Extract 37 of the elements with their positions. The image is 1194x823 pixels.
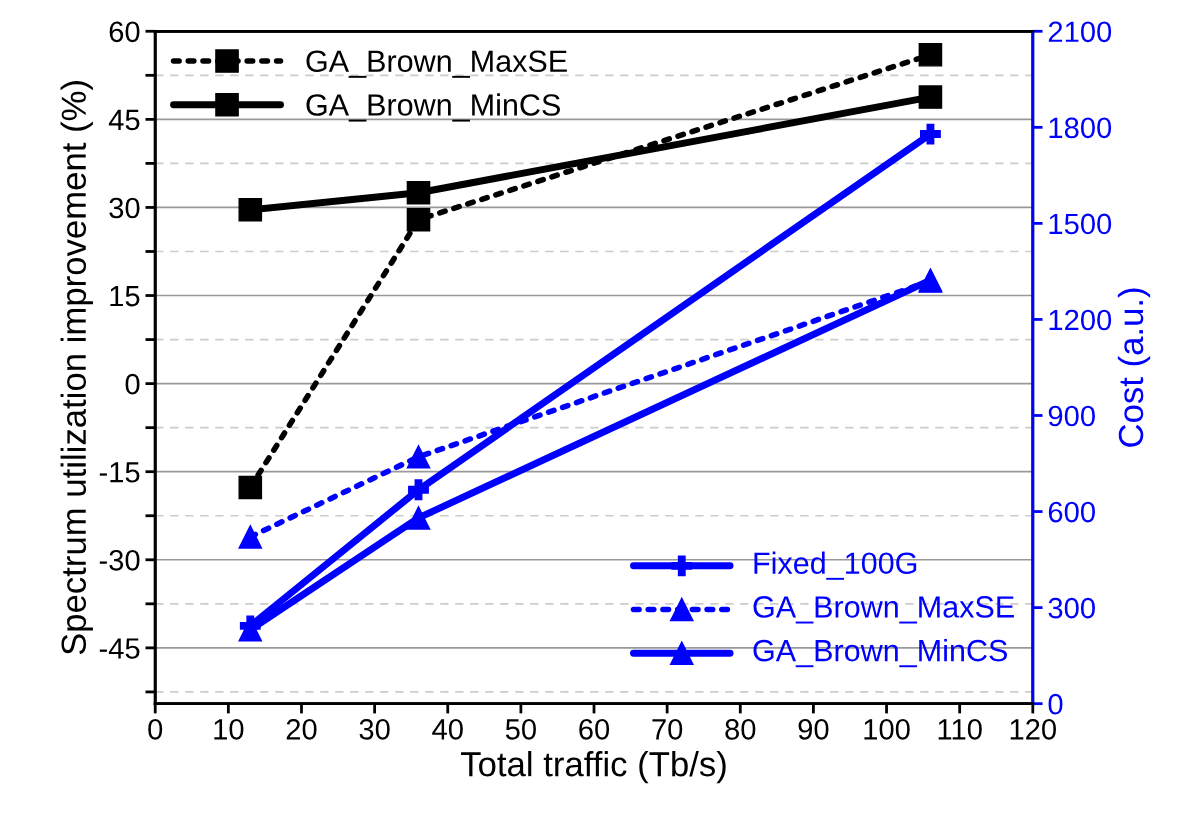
y-tick-label: 60	[109, 21, 140, 43]
y2-tick-label: 900	[1048, 405, 1095, 427]
y-axis-title: Spectrum utilization improvement (%)	[60, 81, 93, 655]
x-tick-label: 0	[148, 719, 163, 740]
y2-tick-label: 2100	[1048, 21, 1112, 43]
legend-label: GA_Brown_MinCS	[753, 638, 1007, 668]
legend-label: GA_Brown_MaxSE	[753, 596, 1014, 624]
y2-tick-label: 300	[1048, 597, 1095, 619]
y2-tick-label: 0	[1048, 693, 1063, 715]
y-tick-label: 30	[109, 197, 140, 219]
x-tick-label: 100	[864, 719, 910, 740]
legend-label: GA_Brown_MinCS	[306, 93, 560, 122]
legend-label: GA_Brown_MaxSE	[306, 50, 567, 78]
x-tick-label: 20	[286, 719, 317, 740]
x-tick-label: 110	[938, 719, 982, 740]
x-tick-label: 60	[579, 719, 610, 740]
x-tick-label: 40	[432, 719, 463, 740]
x-tick-label: 10	[214, 719, 244, 740]
legend-label: Fixed_100G	[754, 551, 917, 580]
y2-tick-label: 1800	[1049, 117, 1112, 139]
x-axis-title: Total traffic (Tb/s)	[461, 750, 726, 784]
y2-tick-label: 1200	[1049, 309, 1112, 331]
x-tick-label: 30	[359, 719, 390, 740]
y2-tick-label: 600	[1048, 501, 1095, 523]
x-tick-label: 50	[505, 719, 536, 740]
y-tick-label: 45	[108, 109, 140, 131]
x-tick-label: 90	[798, 719, 829, 740]
x-tick-label: 120	[1010, 719, 1056, 740]
y-tick-label: -15	[99, 462, 140, 483]
y2-tick-label: 1500	[1049, 213, 1112, 235]
y-tick-label: -30	[99, 549, 140, 571]
x-tick-label: 70	[652, 719, 683, 740]
y-tick-label: 15	[110, 286, 140, 307]
y-tick-label: 0	[125, 373, 140, 395]
x-tick-label: 80	[725, 719, 756, 740]
y2-axis-title: Cost (a.u.)	[1117, 288, 1151, 447]
y-tick-label: -45	[99, 638, 140, 659]
